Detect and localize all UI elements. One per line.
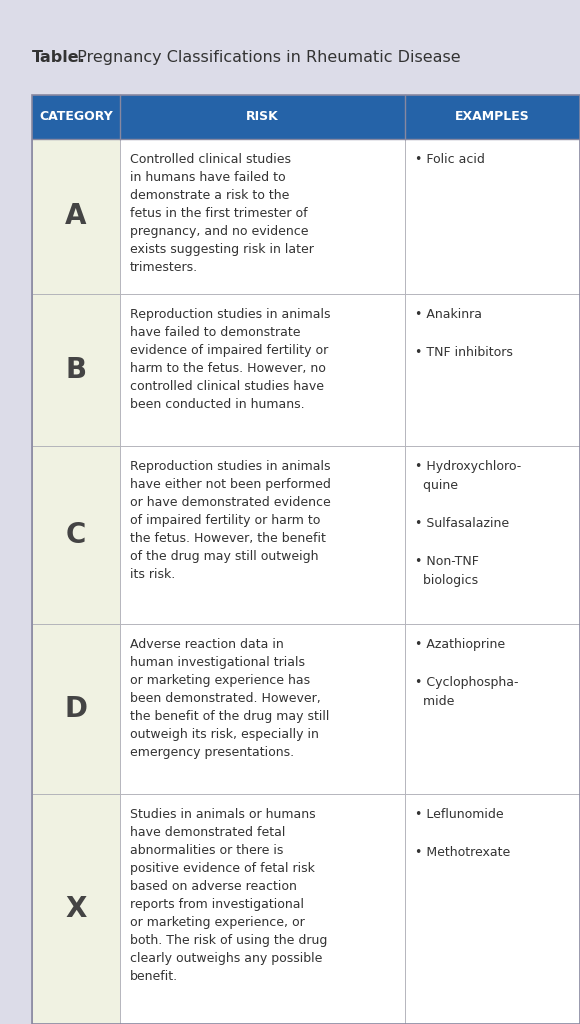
Bar [120, 446, 405, 624]
Bar [405, 139, 580, 294]
Text: X: X [66, 895, 86, 923]
Bar [32, 794, 120, 1024]
Text: D: D [64, 695, 88, 723]
Text: Reproduction studies in animals
have failed to demonstrate
evidence of impaired : Reproduction studies in animals have fai… [130, 308, 331, 411]
Text: • Hydroxychloro-
  quine

• Sulfasalazine

• Non-TNF
  biologics: • Hydroxychloro- quine • Sulfasalazine •… [415, 460, 521, 587]
Text: Table.: Table. [32, 50, 86, 65]
Text: • Folic acid: • Folic acid [415, 153, 485, 166]
Text: Pregnancy Classifications in Rheumatic Disease: Pregnancy Classifications in Rheumatic D… [72, 50, 461, 65]
Bar [405, 446, 580, 624]
Bar [405, 294, 580, 446]
Text: • Anakinra

• TNF inhibitors: • Anakinra • TNF inhibitors [415, 308, 513, 359]
Text: • Leflunomide

• Methotrexate: • Leflunomide • Methotrexate [415, 808, 510, 859]
Text: • Azathioprine

• Cyclophospha-
  mide: • Azathioprine • Cyclophospha- mide [415, 638, 519, 708]
Text: A: A [65, 203, 87, 230]
Bar [120, 294, 405, 446]
Bar [32, 294, 120, 446]
Bar [32, 624, 120, 794]
Text: Reproduction studies in animals
have either not been performed
or have demonstra: Reproduction studies in animals have eit… [130, 460, 331, 581]
Text: CATEGORY: CATEGORY [39, 111, 113, 124]
Bar [120, 794, 405, 1024]
Text: Adverse reaction data in
human investigational trials
or marketing experience ha: Adverse reaction data in human investiga… [130, 638, 329, 759]
Bar [120, 139, 405, 294]
Text: Controlled clinical studies
in humans have failed to
demonstrate a risk to the
f: Controlled clinical studies in humans ha… [130, 153, 314, 274]
Text: C: C [66, 521, 86, 549]
Text: EXAMPLES: EXAMPLES [455, 111, 530, 124]
Bar [405, 794, 580, 1024]
Bar [405, 624, 580, 794]
Bar [32, 139, 120, 294]
Bar [32, 95, 580, 139]
Text: B: B [66, 356, 86, 384]
Text: RISK: RISK [246, 111, 279, 124]
Bar [120, 624, 405, 794]
Text: Studies in animals or humans
have demonstrated fetal
abnormalities or there is
p: Studies in animals or humans have demons… [130, 808, 327, 983]
Bar [32, 446, 120, 624]
